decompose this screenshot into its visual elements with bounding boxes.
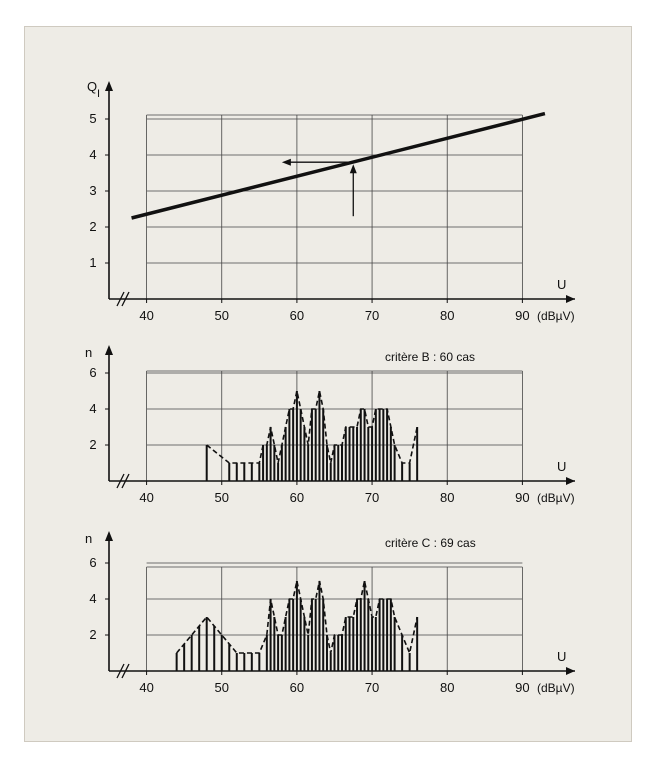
chart-panel-3 xyxy=(105,531,575,679)
x-tick-label: 60 xyxy=(290,308,304,323)
y-tick-label: 4 xyxy=(89,147,96,162)
x-tick-label: 50 xyxy=(215,680,229,695)
y-axis-arrow xyxy=(105,531,113,541)
x-tick-label: 70 xyxy=(365,308,379,323)
y-tick-label: 2 xyxy=(89,437,96,452)
y-tick-label: 5 xyxy=(89,111,96,126)
x-axis-label: U xyxy=(557,649,566,664)
x-tick-label: 90 xyxy=(515,680,529,695)
figure-canvas: 40 50 60 70 80 90 (dBµV) U 1 2 3 4 5 Q I 40 50 60 70 80 90 (d… xyxy=(85,79,575,695)
y-axis-arrow xyxy=(105,81,113,91)
y-tick-label: 2 xyxy=(89,627,96,642)
panel-title: critère B : 60 cas xyxy=(385,350,475,364)
y-tick-label: 4 xyxy=(89,591,96,606)
x-tick-label: 40 xyxy=(139,490,153,505)
x-axis-arrow xyxy=(566,295,575,303)
annotation-left-arrow xyxy=(281,158,291,166)
y-tick-label: 1 xyxy=(89,255,96,270)
y-tick-label: 4 xyxy=(89,401,96,416)
y-tick-label: 6 xyxy=(89,555,96,570)
axis-break xyxy=(116,663,130,679)
figure-sheet: 40 50 60 70 80 90 (dBµV) U 1 2 3 4 5 Q I 40 50 60 70 80 90 (d… xyxy=(24,26,632,742)
x-axis-arrow xyxy=(566,667,575,675)
y-tick-label: 2 xyxy=(89,219,96,234)
x-axis-arrow xyxy=(566,477,575,485)
panel-title: critère C : 69 cas xyxy=(385,536,476,550)
y-axis-arrow xyxy=(105,345,113,355)
y-tick-label: 3 xyxy=(89,183,96,198)
bars xyxy=(205,391,419,481)
x-tick-label: 50 xyxy=(215,308,229,323)
x-tick-label: 80 xyxy=(440,680,454,695)
envelope-line xyxy=(175,580,418,656)
x-unit-label: (dBµV) xyxy=(537,309,575,323)
x-tick-label: 50 xyxy=(215,490,229,505)
x-tick-label: 60 xyxy=(290,680,304,695)
grid xyxy=(146,114,523,299)
y-axis-label: n xyxy=(85,345,92,360)
x-tick-label: 70 xyxy=(365,490,379,505)
annotation-up-arrow xyxy=(349,164,357,174)
bars xyxy=(175,581,419,671)
y-axis-label-sub: I xyxy=(97,88,100,100)
x-unit-label: (dBµV) xyxy=(537,491,575,505)
x-tick-label: 70 xyxy=(365,680,379,695)
x-unit-label: (dBµV) xyxy=(537,681,575,695)
x-tick-label: 90 xyxy=(515,308,529,323)
x-tick-label: 40 xyxy=(139,680,153,695)
x-axis-label: U xyxy=(557,277,566,292)
envelope-line xyxy=(206,390,418,464)
x-tick-label: 60 xyxy=(290,490,304,505)
axis-break xyxy=(116,473,130,489)
x-tick-label: 80 xyxy=(440,308,454,323)
x-tick-label: 90 xyxy=(515,490,529,505)
y-axis-label: n xyxy=(85,531,92,546)
chart-panel-2 xyxy=(105,345,575,489)
chart-panel-1 xyxy=(105,81,575,307)
y-tick-label: 6 xyxy=(89,365,96,380)
series-line xyxy=(131,111,546,220)
x-tick-label: 40 xyxy=(139,308,153,323)
grid xyxy=(146,370,523,481)
x-tick-label: 80 xyxy=(440,490,454,505)
x-axis-label: U xyxy=(557,459,566,474)
axis-break xyxy=(116,291,130,307)
y-axis-label: Q xyxy=(87,79,97,94)
